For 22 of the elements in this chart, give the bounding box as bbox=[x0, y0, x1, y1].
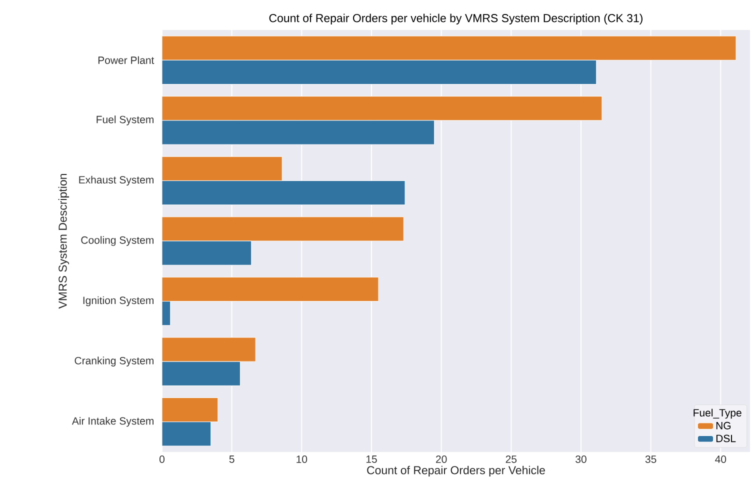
x-axis-title: Count of Repair Orders per Vehicle bbox=[367, 466, 545, 477]
x-tick-label: 5 bbox=[229, 456, 234, 463]
chart-title: Count of Repair Orders per vehicle by VMRS System Description (CK 31) bbox=[269, 14, 642, 24]
y-tick-label: Cooling System bbox=[81, 236, 154, 246]
y-tick-label: Exhaust System bbox=[79, 176, 154, 186]
legend-label: NG bbox=[716, 422, 731, 430]
legend-label: DSL bbox=[716, 434, 736, 442]
x-tick-label: 0 bbox=[159, 456, 165, 463]
y-tick-label: Cranking System bbox=[74, 356, 154, 366]
x-tick-label: 35 bbox=[645, 456, 656, 463]
y-tick-label: Fuel System bbox=[96, 116, 154, 126]
y-tick-label: Ignition System bbox=[83, 296, 154, 306]
legend-title: Fuel_Type bbox=[694, 408, 742, 419]
x-tick-label: 25 bbox=[506, 456, 517, 463]
x-tick-label: 40 bbox=[715, 456, 726, 463]
y-tick-label: Power Plant bbox=[98, 56, 154, 64]
x-tick-label: 15 bbox=[366, 456, 377, 463]
y-tick-label: Air Intake System bbox=[72, 416, 154, 427]
x-tick-label: 30 bbox=[576, 456, 586, 463]
y-axis-title: VMRS System Description bbox=[58, 174, 70, 309]
x-tick-label: 10 bbox=[296, 456, 308, 463]
x-tick-label: 20 bbox=[436, 456, 447, 463]
